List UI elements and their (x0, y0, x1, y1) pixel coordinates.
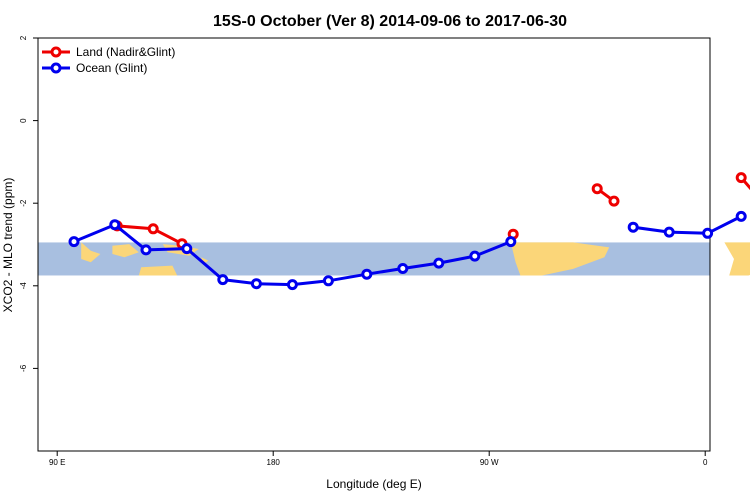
land-shape (81, 242, 101, 263)
y-tick-label: -4 (19, 282, 28, 290)
x-axis-label: Longitude (deg E) (326, 477, 421, 491)
ocean-band (38, 242, 710, 276)
x-tick-label: 0 (703, 458, 708, 467)
x-tick-label: 90 E (49, 458, 65, 467)
ocean-point (181, 243, 193, 255)
x-tick-label: 90 W (480, 458, 499, 467)
ocean-point (68, 236, 80, 248)
land-shape (510, 242, 610, 276)
ocean-point (735, 210, 747, 222)
ocean-point (217, 274, 229, 286)
land-shape (112, 244, 139, 258)
ocean-point (286, 279, 298, 291)
land-point (591, 183, 603, 195)
legend-land-marker (50, 46, 62, 58)
map-band (38, 242, 750, 276)
series-land (111, 172, 750, 250)
y-axis: 2 0 -2 -4 -6 (19, 35, 38, 372)
legend: Land (Nadir&Glint) Ocean (Glint) (42, 45, 175, 75)
legend-ocean-marker (50, 62, 62, 74)
ocean-point (469, 250, 481, 262)
land-point (608, 195, 620, 207)
ocean-point (140, 244, 152, 256)
land-shape (724, 242, 750, 276)
y-axis-label: XCO2 - MLO trend (ppm) (1, 178, 15, 313)
land-line (740, 176, 750, 191)
land-shape (138, 265, 178, 276)
series-ocean (68, 210, 747, 291)
x-tick-label: 180 (267, 458, 281, 467)
plot-frame (37, 37, 711, 452)
y-tick-label: 0 (19, 118, 28, 123)
ocean-line (632, 215, 742, 235)
chart-title: 15S-0 October (Ver 8) 2014-09-06 to 2017… (213, 13, 567, 30)
ocean-point (109, 219, 121, 231)
ocean-point (505, 236, 517, 248)
ocean-point (627, 221, 639, 233)
ocean-point (397, 263, 409, 274)
ocean-point (663, 226, 675, 238)
ocean-point (433, 257, 445, 269)
x-axis: 90 E 180 90 W 0 (49, 451, 708, 467)
land-point (735, 172, 747, 184)
series-layer (68, 172, 750, 291)
legend-land-label: Land (Nadir&Glint) (76, 45, 175, 59)
ocean-point (250, 278, 262, 290)
legend-ocean-label: Ocean (Glint) (76, 61, 147, 75)
land-point (147, 223, 159, 235)
y-tick-label: -2 (19, 199, 28, 207)
y-tick-label: -6 (19, 364, 28, 372)
ocean-point (702, 227, 714, 239)
ocean-point (361, 268, 373, 280)
y-tick-label: 2 (19, 35, 28, 40)
ocean-point (322, 275, 334, 287)
land-shape (201, 257, 209, 264)
